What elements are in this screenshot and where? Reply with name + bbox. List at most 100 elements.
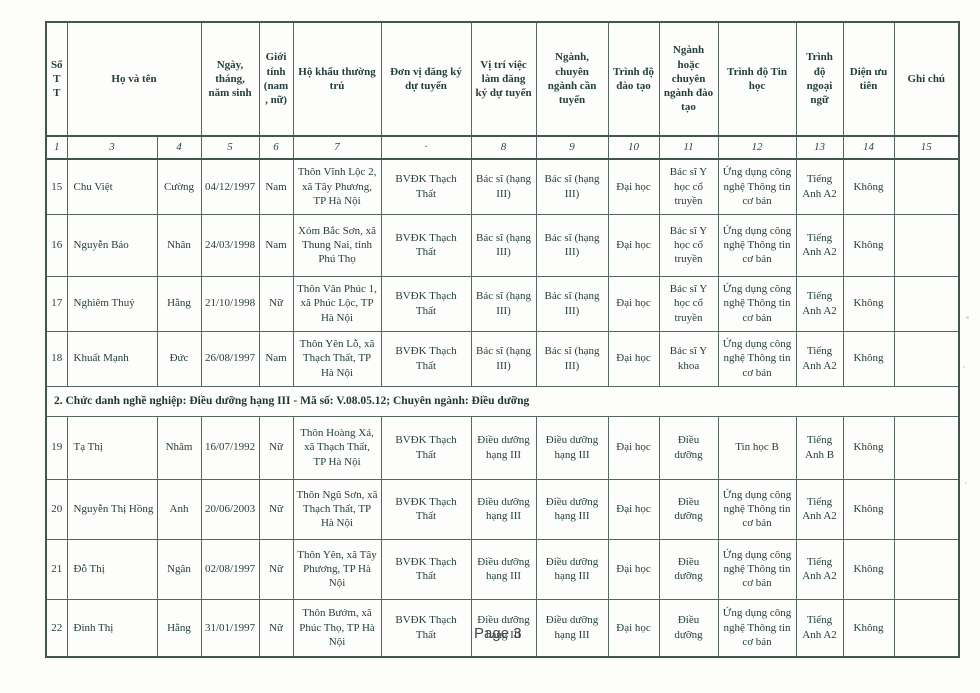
table-row: 15 Chu Việt Cường 04/12/1997 Nam Thôn Vĩnh Lộ… [45, 158, 960, 215]
table-cell [893, 330, 960, 387]
table-cell: Không [842, 478, 895, 540]
table-cell: Đức [156, 330, 202, 387]
table-cell: Cường [156, 158, 202, 215]
table-cell: Tiếng Anh A2 [795, 213, 844, 277]
table-cell: Bác sĩ Y khoa [658, 330, 719, 387]
table-cell: Nữ [258, 598, 294, 658]
table-body: 15 Chu Việt Cường 04/12/1997 Nam Thôn Vĩnh Lộ… [45, 158, 960, 658]
table-cell: Đại học [607, 213, 660, 277]
table-cell: Đại học [607, 598, 660, 658]
column-header-tin-hoc: Trình độ Tin học [717, 21, 797, 137]
table-cell: Nữ [258, 478, 294, 540]
scan-artifact [965, 482, 967, 484]
table-cell: Tiếng Anh A2 [795, 275, 844, 332]
table-cell: Nữ [258, 275, 294, 332]
table-row: 21 Đỗ Thị Ngân 02/08/1997 Nữ Thôn Yên, xã Tây… [45, 538, 960, 600]
table-cell: Nam [258, 330, 294, 387]
section-heading: 2. Chức danh nghề nghiệp: Điều dưỡng hạn… [45, 385, 960, 417]
column-number: 13 [795, 135, 844, 160]
table-cell: Bác sĩ (hạng III) [535, 330, 609, 387]
table-cell: Ứng dụng công nghệ Thông tin cơ bản [717, 158, 797, 215]
table-cell: BVĐK Thạch Thất [380, 275, 472, 332]
table-header-row: Số TT Họ và tên Ngày, tháng, năm sinh Gi… [45, 21, 960, 137]
table-cell: 20/06/2003 [200, 478, 260, 540]
table-cell: Nguyễn Thị Hồng [66, 478, 158, 540]
table-cell: 31/01/1997 [200, 598, 260, 658]
table-cell: 18 [45, 330, 68, 387]
table-cell: Ngân [156, 538, 202, 600]
table-cell: Tiếng Anh A2 [795, 538, 844, 600]
column-header-ho-va-ten: Họ và tên [66, 21, 202, 137]
table-cell: 24/03/1998 [200, 213, 260, 277]
table-cell: Nữ [258, 415, 294, 480]
table-cell: Không [842, 415, 895, 480]
column-number: 7 [292, 135, 382, 160]
table-cell: Thôn Vĩnh Lộc 2, xã Tây Phương, TP Hà Nộ… [292, 158, 382, 215]
table-cell: Tiếng Anh A2 [795, 598, 844, 658]
table-cell: Ứng dụng công nghệ Thông tin cơ bản [717, 538, 797, 600]
table-cell [893, 213, 960, 277]
table-cell: Bác sĩ (hạng III) [470, 158, 537, 215]
table-cell: Điều dưỡng hạng III [470, 538, 537, 600]
table-cell [893, 275, 960, 332]
table-cell: Hằng [156, 598, 202, 658]
table-cell: Bác sĩ (hạng III) [535, 213, 609, 277]
table-cell [893, 415, 960, 480]
column-number: 11 [658, 135, 719, 160]
column-header-ghi-chu: Ghi chú [893, 21, 960, 137]
table-cell: Thôn Ngũ Sơn, xã Thạch Thất, TP Hà Nội [292, 478, 382, 540]
table-cell: 26/08/1997 [200, 330, 260, 387]
table-cell: BVĐK Thạch Thất [380, 478, 472, 540]
table-cell: Điều dưỡng hạng III [470, 415, 537, 480]
table-row: 19 Tạ Thị Nhâm 16/07/1992 Nữ Thôn Hoàng Xá, x… [45, 415, 960, 480]
table-cell: Tiếng Anh A2 [795, 158, 844, 215]
table-cell: Hằng [156, 275, 202, 332]
table-cell: 21/10/1998 [200, 275, 260, 332]
table-cell: Tạ Thị [66, 415, 158, 480]
table-cell: Nguyễn Bảo [66, 213, 158, 277]
table-cell: Không [842, 275, 895, 332]
table-cell: Nghiêm Thuý [66, 275, 158, 332]
section-header-row: 2. Chức danh nghề nghiệp: Điều dưỡng hạn… [45, 385, 960, 417]
column-number: 9 [535, 135, 609, 160]
table-cell: Thôn Vân Phúc 1, xã Phúc Lộc, TP Hà Nội [292, 275, 382, 332]
table-cell: Thôn Yên Lỗ, xã Thạch Thất, TP Hà Nội [292, 330, 382, 387]
column-header-trinh-do-dao-tao: Trình độ đào tạo [607, 21, 660, 137]
table-cell [893, 158, 960, 215]
table-cell: Điều dưỡng hạng III [470, 478, 537, 540]
table-cell: Nhâm [156, 415, 202, 480]
table-cell: Bác sĩ (hạng III) [470, 330, 537, 387]
table-cell: Bác sĩ Y học cổ truyền [658, 158, 719, 215]
table-cell: 16/07/1992 [200, 415, 260, 480]
column-header-vi-tri: Vị trí việc làm đăng ký dự tuyển [470, 21, 537, 137]
table-cell: Ứng dụng công nghệ Thông tin cơ bản [717, 275, 797, 332]
table-cell: Điều dưỡng hạng III [535, 478, 609, 540]
table-row: 18 Khuất Mạnh Đức 26/08/1997 Nam Thôn Yên Lỗ,… [45, 330, 960, 387]
table-cell: Bác sĩ (hạng III) [470, 213, 537, 277]
table-cell: Thôn Hoàng Xá, xã Thạch Thất, TP Hà Nội [292, 415, 382, 480]
column-header-stt: Số TT [45, 21, 68, 137]
column-header-nganh-dao-tao: Ngành hoặc chuyên ngành đào tạo [658, 21, 719, 137]
table-cell: BVĐK Thạch Thất [380, 598, 472, 658]
table-cell: 21 [45, 538, 68, 600]
table-cell: Nam [258, 213, 294, 277]
column-number-row: 1 3 4 5 6 7 · 8 9 10 11 12 13 14 15 [45, 135, 960, 160]
column-number: 15 [893, 135, 960, 160]
table-cell: Không [842, 538, 895, 600]
table-cell: Bác sĩ Y học cổ truyền [658, 275, 719, 332]
table-cell: Đại học [607, 478, 660, 540]
table-cell: BVĐK Thạch Thất [380, 415, 472, 480]
table-cell: Bác sĩ (hạng III) [470, 275, 537, 332]
table-cell: Ứng dụng công nghệ Thông tin cơ bản [717, 330, 797, 387]
column-number: 8 [470, 135, 537, 160]
column-header-nganh-can-tuyen: Ngành, chuyên ngành cần tuyển [535, 21, 609, 137]
table-cell: Điều dưỡng [658, 598, 719, 658]
table-cell: 04/12/1997 [200, 158, 260, 215]
table-cell: Đỗ Thị [66, 538, 158, 600]
table-cell: Điều dưỡng [658, 415, 719, 480]
table-cell: 15 [45, 158, 68, 215]
table-cell: Nữ [258, 538, 294, 600]
table-cell: Đinh Thị [66, 598, 158, 658]
page-number-marker: Page 3 [474, 625, 522, 642]
